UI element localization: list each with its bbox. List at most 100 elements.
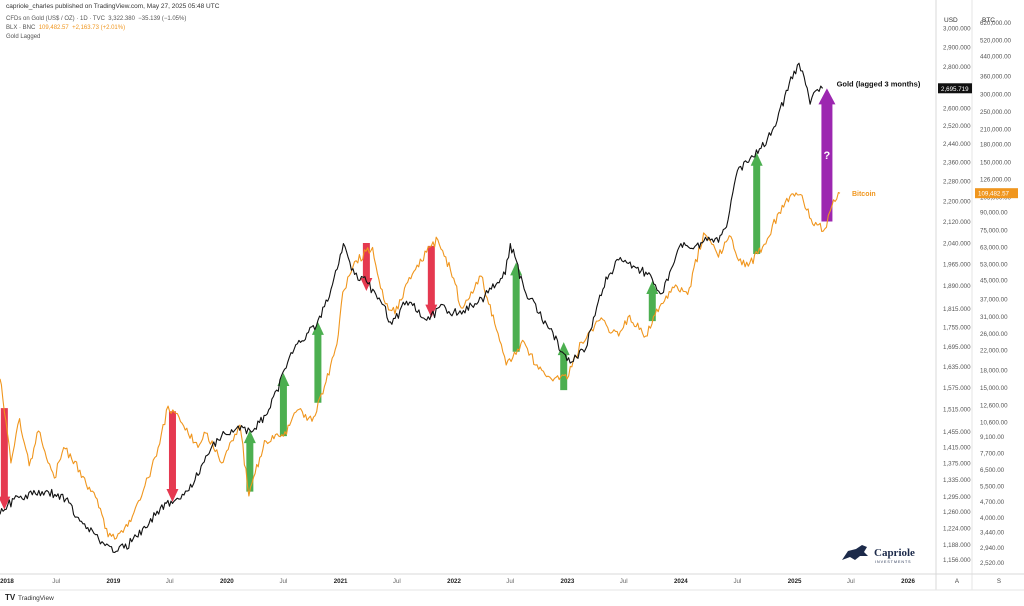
x-tick-label: 2024 [674, 578, 688, 585]
btc-tick-label: 26,000.00 [980, 331, 1008, 338]
logo-subtext: INVESTMENTS [875, 560, 912, 564]
gold-symbol-line[interactable]: CFDs on Gold (US$ / OZ) · 1D · TVC 3,322… [6, 16, 186, 22]
btc-symbol-name: BLX · BNC [6, 25, 36, 31]
trend-arrows: ? [0, 88, 836, 510]
usd-tick-label: 2,200.000 [943, 199, 971, 206]
usd-tick-label: 1,188.000 [943, 542, 971, 549]
up-arrow [510, 262, 523, 352]
btc-tick-label: 150,000.00 [980, 159, 1012, 166]
usd-tick-label: 2,520.000 [943, 123, 971, 130]
btc-tick-label: 9,100.00 [980, 434, 1005, 441]
btc-price-tag: 109,482.57 [978, 191, 1010, 198]
btc-symbol-price: 109,482.57 [38, 25, 69, 31]
tradingview-logo-icon: TV [5, 593, 16, 602]
usd-tick-label: 1,515.000 [943, 406, 971, 413]
up-arrow [277, 372, 290, 437]
x-tick-label: 2020 [220, 578, 234, 585]
btc-tick-label: 6,500.00 [980, 467, 1005, 474]
gold-symbol-price: 3,322.380 [108, 16, 135, 22]
usd-axis-header: USD [944, 17, 958, 24]
btc-tick-label: 620,000.00 [980, 20, 1012, 27]
up-arrow [243, 430, 256, 492]
btc-tick-label: 15,000.00 [980, 385, 1008, 392]
x-tick-label: Jul [620, 578, 628, 585]
usd-tick-label: 1,575.000 [943, 385, 971, 392]
usd-tick-label: 2,360.000 [943, 159, 971, 166]
x-tick-label: 2023 [561, 578, 575, 585]
axis-scale-button: S [997, 578, 1001, 585]
x-tick-label: Jul [393, 578, 401, 585]
usd-tick-label: 1,224.000 [943, 525, 971, 532]
usd-tick-label: 1,635.000 [943, 364, 971, 371]
x-tick-label: 2021 [334, 578, 348, 585]
btc-symbol-line[interactable]: BLX · BNC 109,482.57 +2,163.73 (+2.01%) [6, 25, 125, 31]
btc-tick-label: 3,440.00 [980, 530, 1005, 537]
gold-symbol-name: CFDs on Gold (US$ / OZ) · 1D · TVC [6, 16, 105, 22]
btc-tick-label: 90,000.00 [980, 209, 1008, 216]
btc-tick-label: 520,000.00 [980, 37, 1012, 44]
series-line [0, 62, 824, 554]
up-arrow [646, 280, 659, 322]
btc-tick-label: 7,700.00 [980, 451, 1005, 458]
usd-tick-label: 1,695.000 [943, 344, 971, 351]
x-tick-label: 2018 [0, 578, 14, 585]
usd-tick-label: 2,120.000 [943, 219, 971, 226]
gold-price-tag-bg [938, 83, 972, 94]
btc-tick-label: 45,000.00 [980, 277, 1008, 284]
usd-tick-label: 1,455.000 [943, 429, 971, 436]
btc-tick-label: 210,000.00 [980, 126, 1012, 133]
usd-tick-label: 1,890.000 [943, 283, 971, 290]
usd-tick-label: 2,040.000 [943, 241, 971, 248]
btc-tick-label: 2,520.00 [980, 560, 1005, 567]
btc-tick-label: 4,700.00 [980, 499, 1005, 506]
btc-symbol-change: +2,163.73 (+2.01%) [72, 25, 126, 31]
gold-lagged-line[interactable]: Gold Lagged [6, 34, 41, 40]
x-tick-label: 2026 [901, 578, 915, 585]
x-tick-label: 2025 [788, 578, 802, 585]
btc-tick-label: 180,000.00 [980, 141, 1012, 148]
logo-text: Capriole [874, 547, 915, 559]
usd-tick-label: 1,156.000 [943, 557, 971, 564]
usd-tick-label: 2,600.000 [943, 105, 971, 112]
btc-tick-label: 18,000.00 [980, 367, 1008, 374]
usd-tick-label: 2,900.000 [943, 45, 971, 52]
x-tick-label: Jul [52, 578, 60, 585]
axes: USDBTC3,000.0002,900.0002,800.0002,700.0… [0, 0, 1024, 591]
gold-symbol-change: −35.139 (−1.05%) [138, 16, 187, 22]
up-arrow [750, 152, 763, 255]
btc-tick-label: 37,000.00 [980, 297, 1008, 304]
btc-tick-label: 5,500.00 [980, 484, 1005, 491]
btc-tick-label: 31,000.00 [980, 314, 1008, 321]
usd-tick-label: 1,815.000 [943, 306, 971, 313]
x-tick-label: Jul [506, 578, 514, 585]
chart-labels: Gold (lagged 3 months) Bitcoin 2,695.719 10… [5, 79, 1018, 602]
axis-auto-button: A [955, 578, 960, 585]
x-tick-label: Jul [279, 578, 287, 585]
usd-tick-label: 2,280.000 [943, 179, 971, 186]
usd-tick-label: 1,335.000 [943, 477, 971, 484]
x-tick-label: Jul [733, 578, 741, 585]
x-tick-label: 2019 [107, 578, 121, 585]
usd-tick-label: 1,965.000 [943, 262, 971, 269]
usd-tick-label: 1,375.000 [943, 461, 971, 468]
down-arrow [166, 411, 179, 503]
btc-series-label: Bitcoin [852, 191, 876, 198]
btc-tick-label: 2,940.00 [980, 545, 1005, 552]
horse-icon [842, 545, 868, 560]
usd-tick-label: 1,755.000 [943, 325, 971, 332]
btc-tick-label: 22,000.00 [980, 348, 1008, 355]
usd-tick-label: 1,415.000 [943, 445, 971, 452]
btc-tick-label: 250,000.00 [980, 109, 1012, 116]
up-arrow [818, 88, 836, 222]
btc-tick-label: 12,600.00 [980, 402, 1008, 409]
usd-tick-label: 1,295.000 [943, 494, 971, 501]
question-mark: ? [824, 150, 831, 162]
up-arrow [311, 321, 324, 403]
usd-tick-label: 3,000.000 [943, 26, 971, 33]
btc-tick-label: 126,000.00 [980, 176, 1012, 183]
x-tick-label: 2022 [447, 578, 461, 585]
x-tick-label: Jul [847, 578, 855, 585]
btc-tick-label: 300,000.00 [980, 91, 1012, 98]
